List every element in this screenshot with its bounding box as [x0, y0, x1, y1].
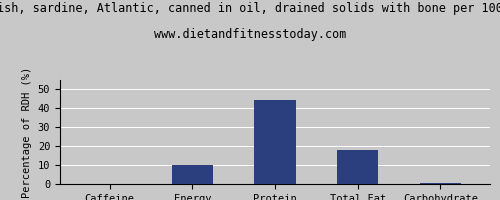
Text: ish, sardine, Atlantic, canned in oil, drained solids with bone per 100: ish, sardine, Atlantic, canned in oil, d…: [0, 2, 500, 15]
Bar: [337, 150, 378, 184]
Bar: [172, 165, 213, 184]
Bar: [420, 183, 461, 184]
Bar: [254, 100, 296, 184]
Y-axis label: Percentage of RDH (%): Percentage of RDH (%): [22, 66, 32, 198]
Text: www.dietandfitnesstoday.com: www.dietandfitnesstoday.com: [154, 28, 346, 41]
